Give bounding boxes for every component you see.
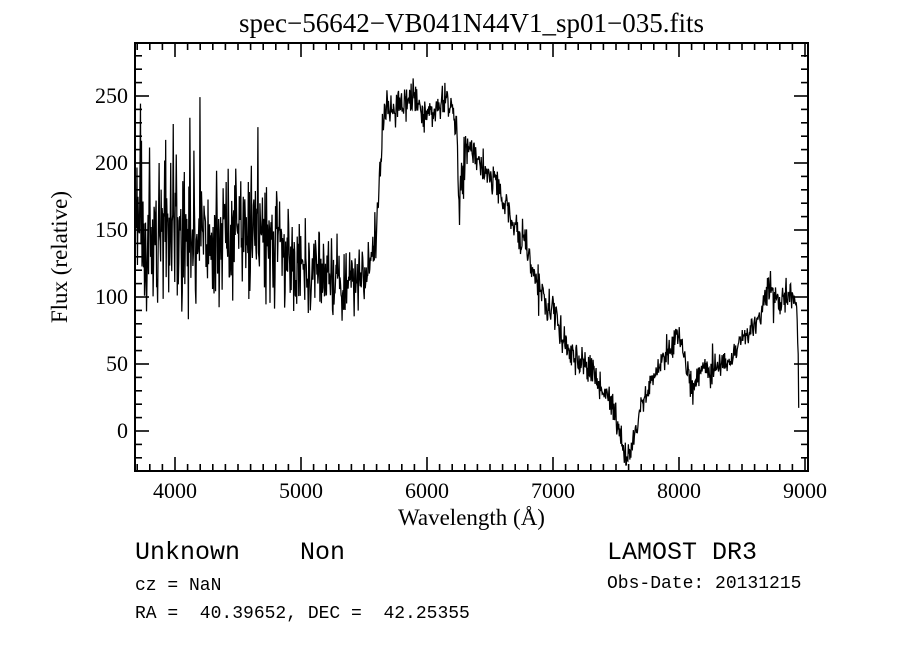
y-tick-label: 100	[95, 284, 128, 309]
y-tick-label: 250	[95, 83, 128, 108]
survey-release-label: LAMOST DR3	[607, 538, 758, 567]
object-class-label: Unknown	[135, 538, 241, 567]
plot-title: spec−56642−VB041N44V1_sp01−035.fits	[239, 8, 704, 38]
plot-frame	[134, 42, 809, 472]
x-tick-label: 8000	[657, 478, 701, 503]
x-tick-label: 6000	[405, 478, 449, 503]
cz-value-label: cz = NaN	[135, 576, 222, 596]
y-tick-label: 50	[106, 351, 128, 376]
x-tick-label: 9000	[783, 478, 827, 503]
y-tick-label: 200	[95, 150, 128, 175]
y-tick-label: 150	[95, 217, 128, 242]
x-tick-label: 5000	[279, 478, 323, 503]
ra-dec-label: RA = 40.39652, DEC = 42.25355	[135, 604, 470, 624]
x-tick-label: 7000	[531, 478, 575, 503]
object-subclass-label: Non	[300, 538, 346, 567]
y-tick-label: 0	[117, 418, 128, 443]
x-tick-label: 4000	[153, 478, 197, 503]
obs-date-label: Obs-Date: 20131215	[607, 574, 802, 594]
spectrum-line	[135, 78, 800, 466]
x-axis-label: Wavelength (Å)	[398, 505, 545, 530]
